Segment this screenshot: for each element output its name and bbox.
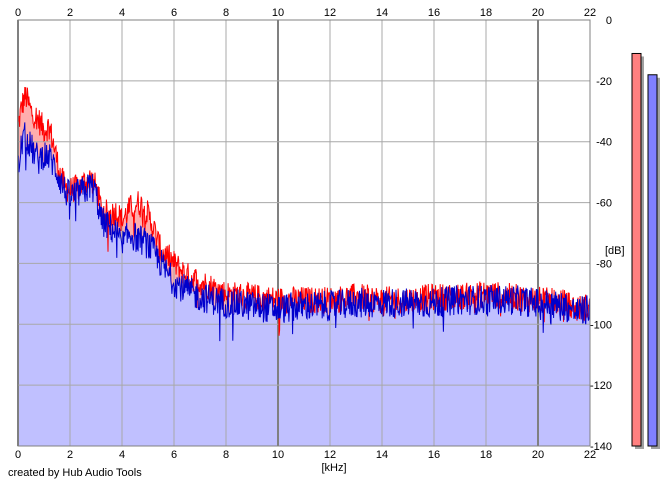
x-tick-label-bottom: 14: [376, 449, 388, 461]
x-tick-label-top: 10: [272, 7, 284, 19]
y-tick-label: 0: [606, 15, 612, 27]
x-tick-labels-top: 0 2 4 6 8 10 12 14 16 18 20 22: [15, 7, 596, 19]
y-tick-label: -80: [596, 258, 612, 270]
x-tick-label-top: 22: [584, 7, 596, 19]
x-tick-label-bottom: 2: [67, 449, 73, 461]
x-tick-label-top: 8: [223, 7, 229, 19]
y-axis-label: [dB]: [605, 245, 625, 257]
area-fill-right: [18, 122, 590, 447]
x-tick-label-bottom: 22: [584, 449, 596, 461]
series-layer: [17, 86, 591, 342]
x-axis-label: [kHz]: [321, 462, 346, 474]
x-tick-label-top: 20: [532, 7, 544, 19]
y-tick-label: -140: [590, 441, 612, 453]
x-tick-label-bottom: 18: [480, 449, 492, 461]
x-tick-label-top: 4: [119, 7, 125, 19]
y-tick-label: -100: [590, 319, 612, 331]
x-tick-label-top: 0: [15, 7, 21, 19]
y-tick-label: -40: [596, 137, 612, 149]
x-tick-label-bottom: 6: [171, 449, 177, 461]
level-meter-left: [631, 52, 642, 447]
x-tick-label-bottom: 8: [223, 449, 229, 461]
y-tick-label: -60: [596, 198, 612, 210]
level-meters: [631, 52, 660, 450]
y-tick-label: -120: [590, 380, 612, 392]
x-tick-label-bottom: 10: [272, 449, 284, 461]
plot-frame: [17, 19, 591, 447]
x-tick-label-top: 2: [67, 7, 73, 19]
y-tick-labels: 0 -20 -40 -60 -80 -100 -120 -140: [590, 15, 612, 453]
x-tick-label-top: 18: [480, 7, 492, 19]
x-tick-label-bottom: 4: [119, 449, 125, 461]
x-tick-label-bottom: 12: [324, 449, 336, 461]
x-tick-labels-bottom: 0 2 4 6 8 10 12 14 16 18 20 22: [15, 449, 596, 461]
y-tick-label: -20: [596, 76, 612, 88]
x-tick-label-bottom: 16: [428, 449, 440, 461]
series-line-right: [17, 122, 591, 342]
area-fill-layer: [18, 87, 590, 447]
credit-text: created by Hub Audio Tools: [8, 467, 142, 479]
x-tick-label-top: 16: [428, 7, 440, 19]
x-tick-label-top: 6: [171, 7, 177, 19]
level-meter-right: [647, 74, 658, 447]
x-tick-label-bottom: 0: [15, 449, 21, 461]
x-tick-label-bottom: 20: [532, 449, 544, 461]
x-tick-label-top: 12: [324, 7, 336, 19]
x-tick-label-top: 14: [376, 7, 388, 19]
